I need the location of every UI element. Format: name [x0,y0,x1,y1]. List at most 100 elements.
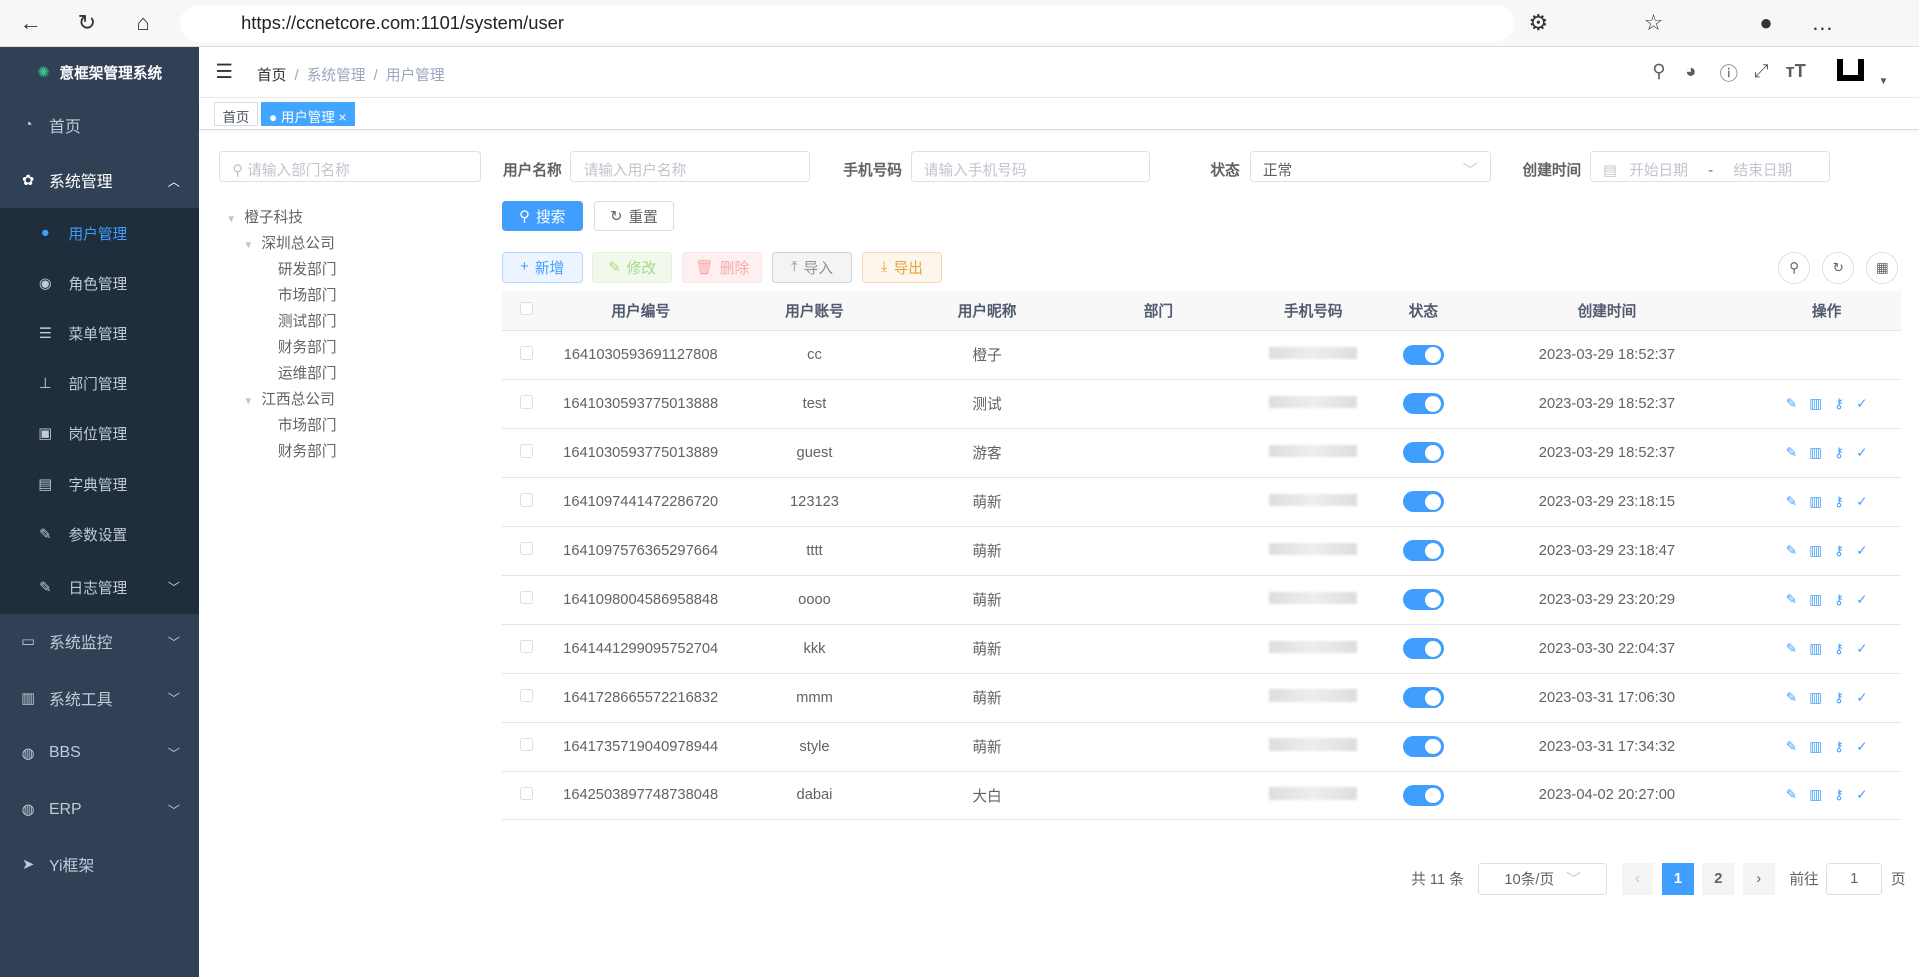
address-bar[interactable]: https://ccnetcore.com:1101/system/user [179,4,1514,42]
page-2-button[interactable]: 2 [1702,862,1735,895]
sidebar-item-bbs[interactable]: ◍ BBS ﹀ [0,726,199,781]
edit-icon[interactable]: ✎ [1785,444,1798,460]
checkbox[interactable] [519,301,533,316]
sidebar-item-dict[interactable]: ▤ 字典管理 [0,459,199,509]
key-icon[interactable]: ⚷ [1834,640,1845,656]
trash-icon[interactable]: ▥ [1809,689,1822,705]
row-select[interactable] [501,722,551,772]
checkbox[interactable] [519,395,533,409]
row-select[interactable] [501,575,551,625]
status-switch[interactable] [1403,687,1444,708]
sidebar-item-home[interactable]: ◔ 首页 [0,98,199,153]
sidebar-item-user[interactable]: ● 用户管理 [0,208,199,258]
trash-icon[interactable]: ▥ [1809,591,1822,607]
sidebar-item-menu[interactable]: ☰ 菜单管理 [0,308,199,358]
tree-node[interactable]: 测试部门 [278,310,337,331]
favorites-icon[interactable]: ☆ [1643,9,1664,35]
checkbox[interactable] [519,786,533,801]
checkbox[interactable] [519,444,533,458]
check-circle-icon[interactable]: ✓ [1856,493,1868,509]
more-icon[interactable]: … [1811,9,1834,35]
sidebar-item-tool[interactable]: ▥ 系统工具 ﹀ [0,671,199,726]
tag-user-management[interactable]: ● 用户管理 × [260,101,355,127]
export-button[interactable]: ⤓ 导出 [861,252,943,283]
avatar[interactable] [1837,58,1864,81]
import-button[interactable]: ⤒ 导入 [772,252,852,283]
font-size-icon[interactable]: тT [1785,59,1806,81]
checkbox[interactable] [519,493,533,507]
trash-icon[interactable]: ▥ [1809,493,1822,509]
check-circle-icon[interactable]: ✓ [1856,444,1868,460]
trash-icon[interactable]: ▥ [1809,640,1822,656]
refresh-button[interactable]: ↻ [1822,252,1855,284]
edit-icon[interactable]: ✎ [1785,493,1798,509]
row-select[interactable] [501,771,551,821]
check-circle-icon[interactable]: ✓ [1856,787,1868,803]
add-button[interactable]: + 新增 [501,252,583,283]
status-switch[interactable] [1403,589,1444,611]
status-select[interactable]: 正常 ﹀ [1249,150,1491,183]
tree-node[interactable]: ▼ 江西总公司 [244,388,335,409]
edit-icon[interactable]: ✎ [1785,395,1798,411]
toggle-search-button[interactable]: ⚲ [1778,252,1811,284]
breadcrumb-home[interactable]: 首页 [257,67,287,84]
hamburger-icon[interactable]: ☰ [215,60,233,83]
sidebar-item-config[interactable]: ✎ 参数设置 [0,509,199,559]
github-icon[interactable]: ◕ [1685,59,1697,81]
status-switch[interactable] [1403,393,1444,415]
dept-search-input[interactable]: ⚲ 请输入部门名称 [219,150,481,183]
row-select[interactable] [501,624,551,674]
checkbox[interactable] [519,346,533,360]
sidebar-item-monitor[interactable]: ▭ 系统监控 ﹀ [0,614,199,669]
end-date[interactable]: 结束日期 [1733,162,1793,179]
tree-node[interactable]: 财务部门 [278,336,337,357]
search-button[interactable]: ⚲ 搜索 [501,200,583,232]
status-switch[interactable] [1403,785,1444,806]
tag-home[interactable]: 首页 [214,101,258,127]
search-icon[interactable]: ⚲ [1652,59,1666,81]
trash-icon[interactable]: ▥ [1809,444,1822,460]
next-page-button[interactable]: › [1742,862,1775,895]
sidebar-item-system[interactable]: ✿ 系统管理 ︿ [0,153,199,208]
phone-input[interactable]: 请输入手机号码 [910,150,1151,183]
edit-button[interactable]: ✎ 修改 [592,252,672,283]
key-icon[interactable]: ⚷ [1834,493,1845,509]
edit-icon[interactable]: ✎ [1785,591,1798,607]
trash-icon[interactable]: ▥ [1809,738,1822,754]
caret-down-icon[interactable]: ▼ [1878,75,1889,87]
page-1-button[interactable]: 1 [1662,862,1694,895]
status-switch[interactable] [1403,540,1444,562]
edit-icon[interactable]: ✎ [1785,542,1798,558]
row-select[interactable] [501,673,551,723]
row-select[interactable] [501,526,551,576]
refresh-icon[interactable]: ↻ [77,9,97,35]
checkbox[interactable] [519,688,533,703]
key-icon[interactable]: ⚷ [1834,738,1845,754]
columns-button[interactable]: ▦ [1866,252,1899,284]
tree-node[interactable]: ▼ 深圳总公司 [244,232,335,253]
key-icon[interactable]: ⚷ [1834,395,1845,411]
profile-icon[interactable]: ● [1759,9,1773,35]
check-circle-icon[interactable]: ✓ [1856,591,1868,607]
prev-page-button[interactable]: ‹ [1621,862,1654,895]
edit-icon[interactable]: ✎ [1785,787,1798,803]
home-icon[interactable]: ⌂ [136,9,150,35]
check-circle-icon[interactable]: ✓ [1856,542,1868,558]
checkbox[interactable] [519,737,533,752]
tree-node[interactable]: 市场部门 [278,284,337,305]
edit-icon[interactable]: ✎ [1785,640,1798,656]
row-select[interactable] [501,330,551,380]
key-icon[interactable]: ⚷ [1834,689,1845,705]
reset-button[interactable]: ↻ 重置 [593,200,675,232]
row-select[interactable] [501,379,551,429]
status-switch[interactable] [1403,442,1444,464]
username-input[interactable]: 请输入用户名称 [570,150,811,183]
status-switch[interactable] [1403,491,1444,513]
edit-icon[interactable]: ✎ [1785,738,1798,754]
sidebar-item-log[interactable]: ✎ 日志管理 ﹀ [0,561,199,615]
extensions-icon[interactable]: ⚙ [1528,9,1549,35]
tree-node[interactable]: ▼ 橙子科技 [226,206,303,227]
key-icon[interactable]: ⚷ [1834,542,1845,558]
close-icon[interactable]: × [338,110,347,126]
check-circle-icon[interactable]: ✓ [1856,640,1868,656]
